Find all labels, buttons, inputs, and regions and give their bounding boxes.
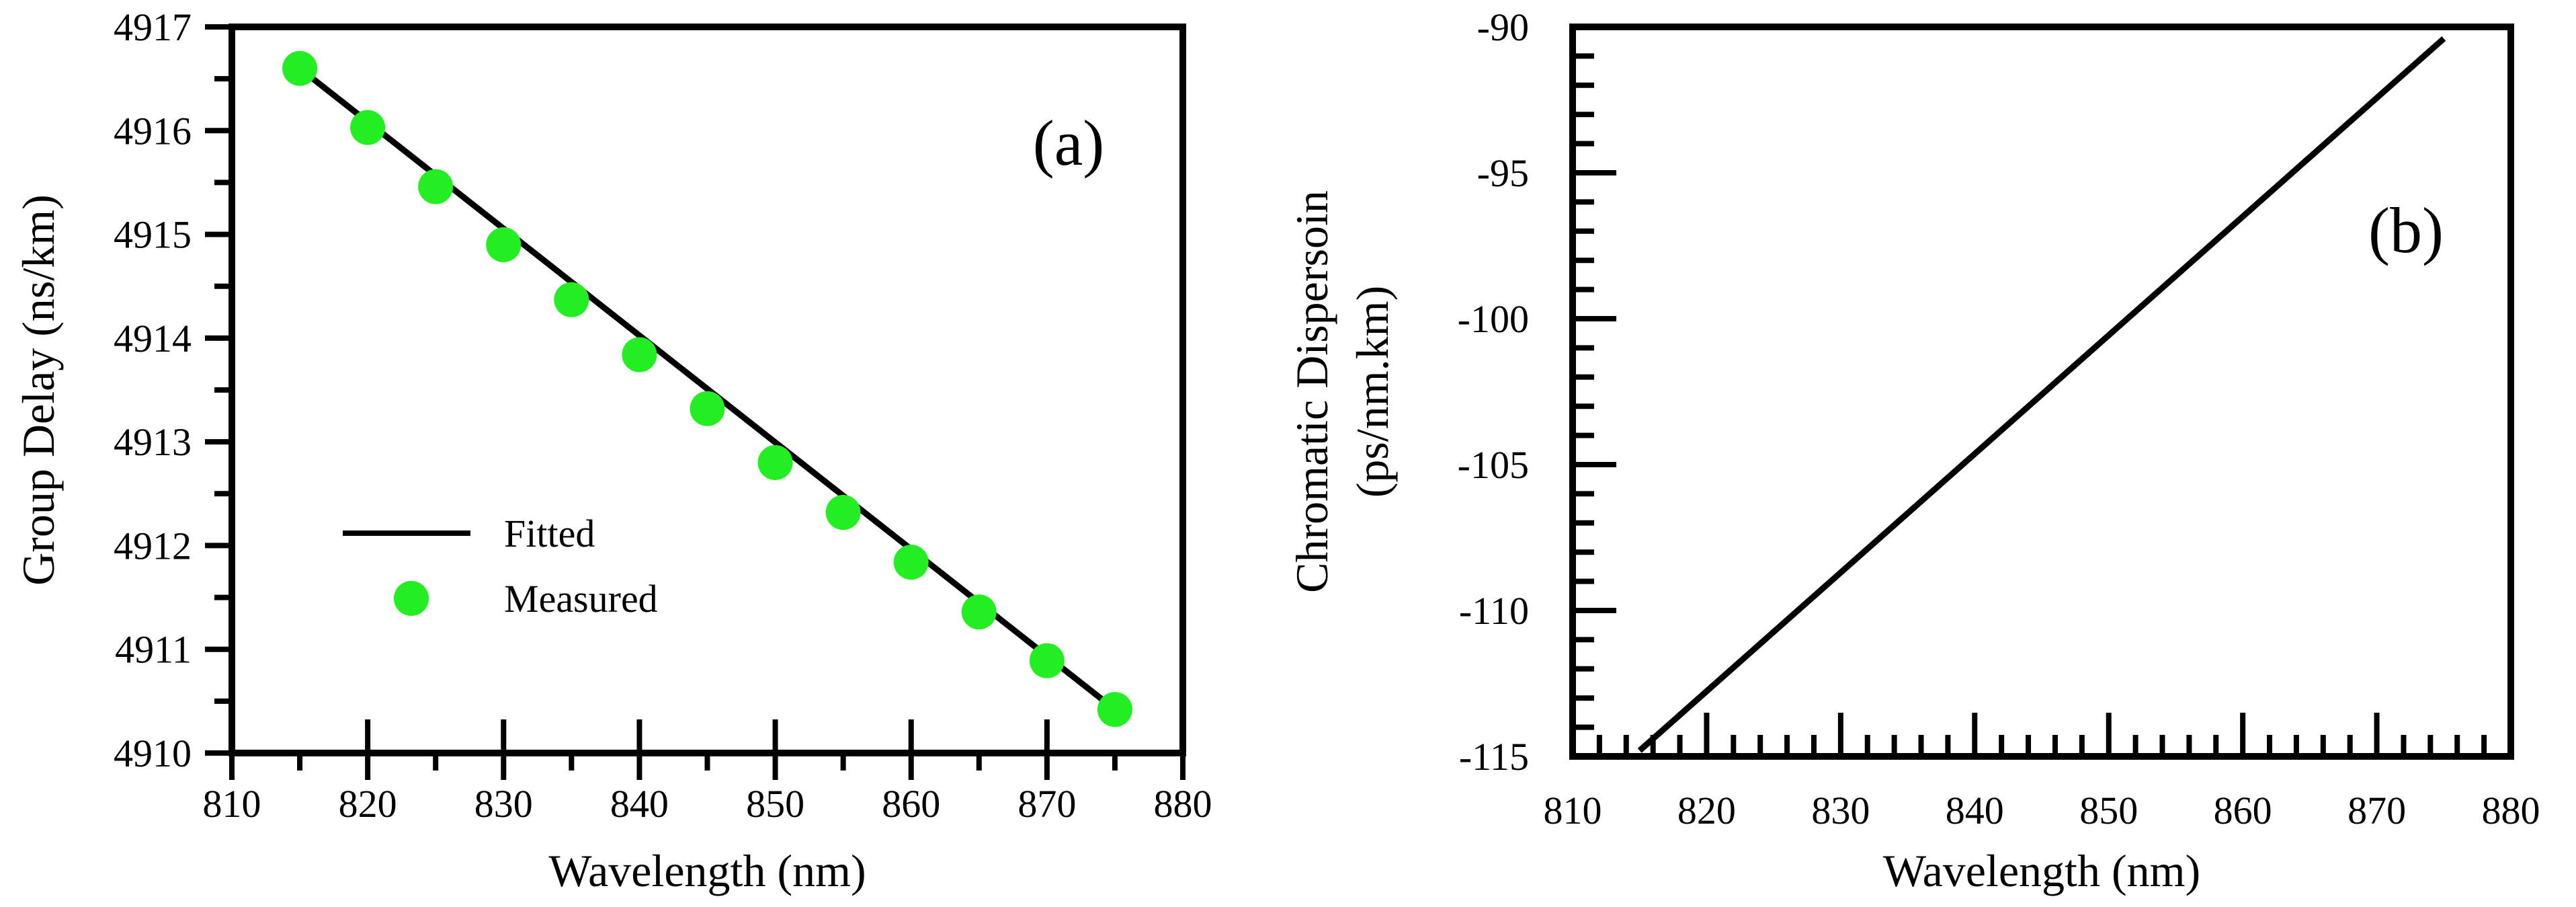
x-tick-label-b: 810 bbox=[1544, 789, 1602, 832]
x-tick-label-b: 830 bbox=[1811, 789, 1870, 832]
y-tick-label-b: -115 bbox=[1459, 735, 1529, 779]
measured-point bbox=[893, 545, 929, 580]
measured-point bbox=[825, 495, 861, 530]
y-tick-label-a: 4912 bbox=[114, 524, 192, 567]
measured-point bbox=[757, 445, 793, 480]
series-group-a bbox=[282, 50, 1132, 727]
chart-panel-a: 810 820 830 840 850 860 870 880 4910 4911 4912 4913… bbox=[13, 5, 1212, 896]
x-tick-label-a: 850 bbox=[746, 782, 804, 826]
tick-labels-a: 810 820 830 840 850 860 870 880 4910 4911 4912 4913… bbox=[114, 5, 1212, 826]
y-tick-label-a: 4916 bbox=[114, 109, 192, 153]
y-tick-label-a: 4911 bbox=[115, 628, 192, 672]
measured-point bbox=[350, 110, 386, 145]
chart-panel-b: 810 820 830 840 850 860 870 880 -115 -110 -105 -100… bbox=[1286, 5, 2540, 896]
measured-point bbox=[554, 282, 589, 317]
x-axis-label-b: Wavelength (nm) bbox=[1883, 845, 2200, 896]
y-axis-label-b-line2: (ps/nm.km) bbox=[1347, 286, 1398, 498]
y-tick-label-b: -105 bbox=[1458, 443, 1529, 487]
panel-label-b: (b) bbox=[2368, 194, 2444, 266]
x-tick-label-a: 860 bbox=[882, 782, 940, 826]
measured-point bbox=[1029, 643, 1065, 678]
measured-point bbox=[622, 337, 657, 372]
legend-swatch-measured bbox=[394, 581, 429, 616]
y-tick-label-a: 4915 bbox=[114, 213, 192, 257]
y-tick-label-b: -110 bbox=[1459, 589, 1529, 633]
x-tick-label-a: 830 bbox=[474, 782, 533, 826]
measured-point bbox=[1097, 692, 1132, 727]
y-tick-label-b: -100 bbox=[1458, 297, 1529, 341]
y-tick-label-b: -90 bbox=[1477, 5, 1529, 49]
y-tick-label-a: 4917 bbox=[114, 5, 192, 49]
measured-point bbox=[486, 227, 522, 262]
y-tick-label-a: 4910 bbox=[114, 732, 192, 775]
x-tick-label-b: 860 bbox=[2214, 789, 2272, 832]
x-tick-label-a: 880 bbox=[1154, 782, 1212, 826]
x-tick-label-a: 810 bbox=[203, 782, 261, 826]
panel-label-a: (a) bbox=[1033, 107, 1105, 179]
x-tick-label-a: 820 bbox=[339, 782, 397, 826]
x-tick-label-b: 850 bbox=[2079, 789, 2138, 832]
x-tick-label-b: 840 bbox=[1946, 789, 2004, 832]
y-axis-label-a: Group Delay (ns/km) bbox=[13, 194, 64, 586]
x-tick-label-b: 880 bbox=[2482, 789, 2540, 832]
legend-label-measured: Measured bbox=[504, 577, 658, 621]
plot-frame-a bbox=[228, 24, 1186, 756]
x-tick-label-b: 870 bbox=[2348, 789, 2406, 832]
measured-point bbox=[961, 594, 997, 630]
x-tick-label-a: 840 bbox=[610, 782, 669, 826]
x-tick-label-a: 870 bbox=[1017, 782, 1076, 826]
legend-a: Fitted Measured bbox=[343, 512, 658, 621]
dispersion-line bbox=[1637, 36, 2446, 753]
measured-point bbox=[690, 391, 725, 426]
series-group-b bbox=[1637, 36, 2446, 753]
measured-point bbox=[282, 50, 318, 86]
y-tick-label-a: 4914 bbox=[114, 317, 192, 360]
legend-label-fitted: Fitted bbox=[504, 512, 595, 555]
y-axis-label-b-line1: Chromatic Dispersoin bbox=[1286, 190, 1337, 593]
axis-ticks-b bbox=[1570, 24, 2513, 759]
x-axis-label-a: Wavelength (nm) bbox=[548, 845, 866, 896]
tick-labels-b: 810 820 830 840 850 860 870 880 -115 -110 -105 -100… bbox=[1458, 5, 2540, 832]
y-tick-label-b: -95 bbox=[1477, 151, 1529, 195]
plot-frame-b bbox=[1569, 24, 2514, 760]
y-tick-label-a: 4913 bbox=[114, 420, 192, 464]
measured-point bbox=[418, 169, 454, 204]
x-tick-label-b: 820 bbox=[1677, 789, 1736, 832]
